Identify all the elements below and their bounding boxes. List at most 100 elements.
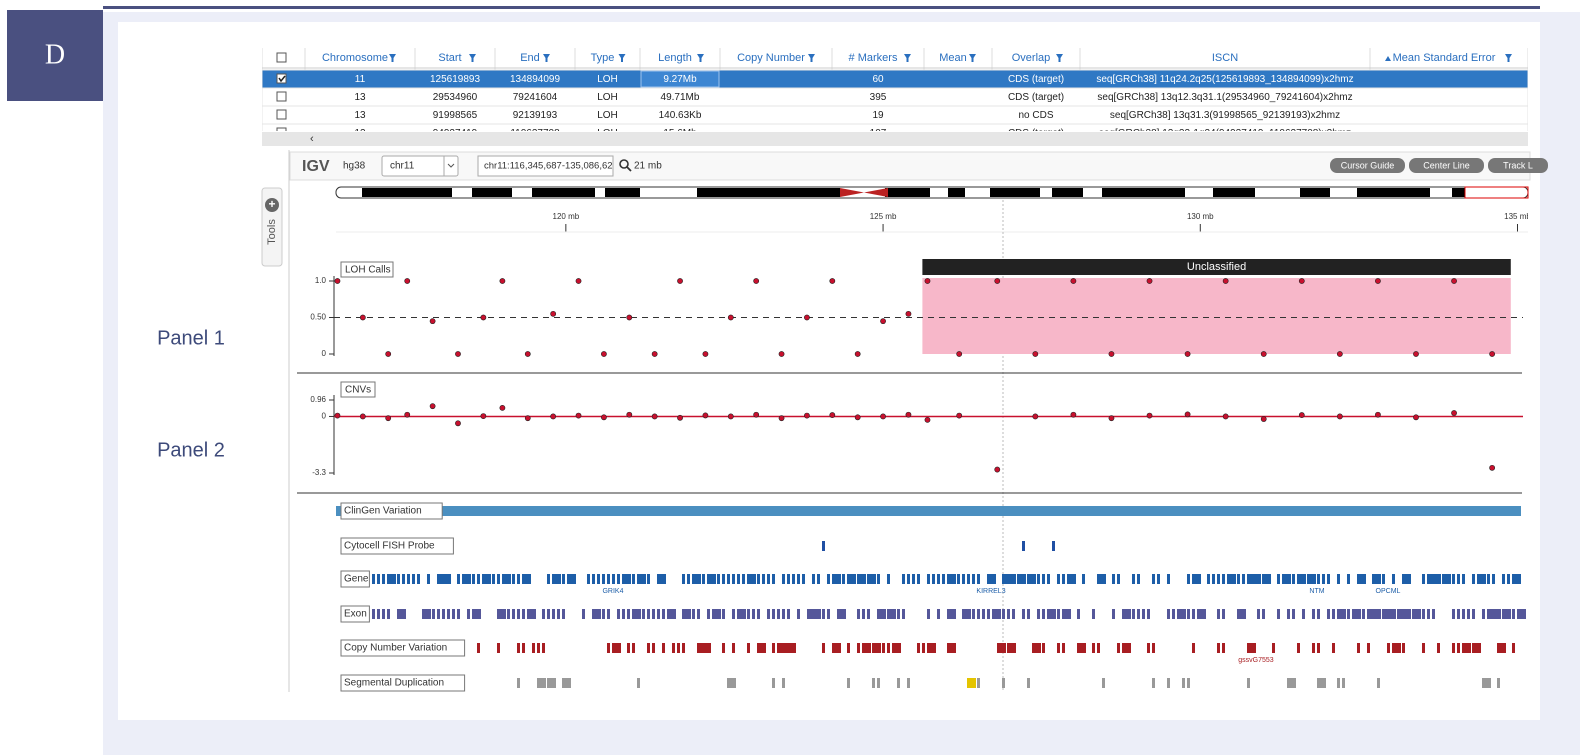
column-header[interactable]: Length xyxy=(658,52,692,64)
feature xyxy=(892,609,895,619)
table-cell: 94927419 xyxy=(433,128,478,139)
filter-icon[interactable] xyxy=(543,54,550,62)
feature xyxy=(1517,609,1526,619)
feature xyxy=(987,574,996,584)
column-header[interactable]: Mean Standard Error xyxy=(1393,52,1496,64)
feature xyxy=(647,574,650,584)
column-header[interactable]: Start xyxy=(438,52,461,64)
feature xyxy=(627,574,630,584)
table-cell: 60 xyxy=(872,74,884,85)
igv-button[interactable] xyxy=(1330,158,1405,173)
filter-icon[interactable] xyxy=(1505,54,1512,62)
table-cell: 92139193 xyxy=(513,110,558,121)
column-header[interactable]: End xyxy=(520,52,540,64)
checkbox[interactable] xyxy=(276,73,287,84)
feature xyxy=(1437,643,1440,653)
filter-icon[interactable] xyxy=(469,54,476,62)
search-icon[interactable] xyxy=(619,159,629,169)
feature xyxy=(1337,609,1346,619)
feature xyxy=(1182,678,1185,688)
feature xyxy=(637,678,640,688)
filter-icon[interactable] xyxy=(904,54,911,62)
banner xyxy=(922,259,1511,275)
track-name-box xyxy=(340,381,376,398)
checkbox[interactable] xyxy=(276,91,287,102)
feature xyxy=(1382,574,1385,584)
panel-letter: D xyxy=(45,39,65,70)
feature xyxy=(937,574,940,584)
checkbox[interactable] xyxy=(276,109,287,120)
igv-button[interactable] xyxy=(1409,158,1484,173)
feature xyxy=(917,643,920,653)
feature xyxy=(442,609,445,619)
chrom-select[interactable] xyxy=(381,155,459,177)
igv-button[interactable] xyxy=(1488,158,1548,173)
feature xyxy=(1452,609,1455,619)
filter-icon[interactable] xyxy=(618,54,626,62)
checkbox[interactable] xyxy=(276,127,287,137)
column-header[interactable]: Mean xyxy=(939,52,967,64)
feature xyxy=(532,643,535,653)
data-point xyxy=(359,413,366,420)
feature xyxy=(842,609,845,619)
band xyxy=(362,188,452,197)
feature xyxy=(807,609,816,619)
feature xyxy=(1497,678,1500,688)
column-header[interactable]: Overlap xyxy=(1012,52,1051,64)
filter-icon[interactable] xyxy=(389,54,396,62)
sort-icon[interactable] xyxy=(1385,56,1391,61)
column-header[interactable]: # Markers xyxy=(849,52,898,64)
column-header[interactable]: Chromosome xyxy=(322,52,388,64)
track-name: Cytocell FISH Probe xyxy=(344,541,435,552)
feature xyxy=(387,609,390,619)
data-point xyxy=(854,351,861,357)
feature xyxy=(527,574,530,584)
data-point xyxy=(727,413,734,420)
feature xyxy=(552,609,555,619)
filter-icon[interactable] xyxy=(808,54,815,62)
scrollbar[interactable] xyxy=(262,132,1528,146)
feature xyxy=(687,574,690,584)
data-point xyxy=(702,351,709,357)
locus-box[interactable] xyxy=(477,155,614,177)
column-header[interactable]: Copy Number xyxy=(737,52,805,64)
feature xyxy=(942,574,945,584)
feature xyxy=(1472,574,1475,584)
feature xyxy=(712,609,721,619)
tools-icon[interactable] xyxy=(265,198,279,212)
feature xyxy=(1142,609,1145,619)
feature xyxy=(1072,574,1075,584)
feature xyxy=(1257,609,1260,619)
filter-icon[interactable] xyxy=(969,54,976,62)
centromere xyxy=(864,188,888,197)
feature xyxy=(902,609,905,619)
feature xyxy=(732,643,735,653)
feature xyxy=(607,643,610,653)
table-cell: 12 xyxy=(354,128,366,139)
column-header[interactable]: ISCN xyxy=(1212,52,1238,64)
feature xyxy=(552,574,561,584)
feature xyxy=(817,574,820,584)
data-point xyxy=(1260,416,1267,422)
column-header[interactable]: Type xyxy=(591,52,615,64)
feature xyxy=(832,643,841,653)
feature xyxy=(1062,609,1071,619)
filter-icon[interactable] xyxy=(1056,54,1063,62)
track-name: Copy Number Variation xyxy=(344,643,447,654)
data-point xyxy=(1413,414,1419,421)
feature xyxy=(1337,678,1340,688)
track-name: CNVs xyxy=(345,385,371,396)
feature xyxy=(1047,574,1050,584)
panel-badge xyxy=(7,10,103,101)
checkbox[interactable] xyxy=(276,52,287,63)
feature xyxy=(1482,678,1491,688)
feature xyxy=(1002,609,1005,619)
track-name: Segmental Duplication xyxy=(344,678,444,689)
feature xyxy=(547,609,550,619)
table-row[interactable] xyxy=(262,123,1528,142)
feature xyxy=(612,574,615,584)
filter-icon[interactable] xyxy=(697,54,704,62)
feature xyxy=(1187,678,1190,688)
band xyxy=(1300,188,1330,197)
feature xyxy=(697,609,700,619)
